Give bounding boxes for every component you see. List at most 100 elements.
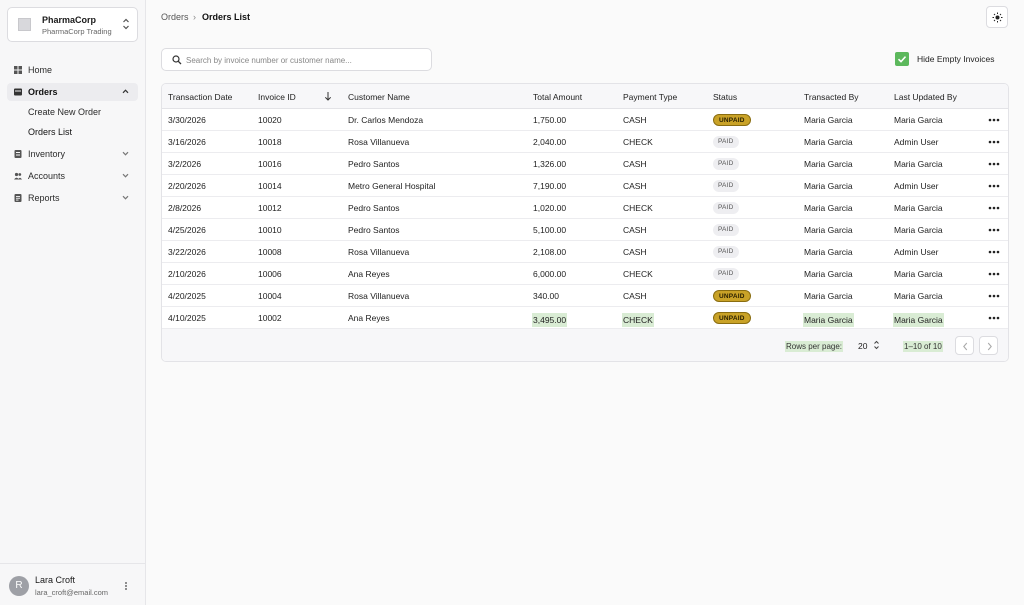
more-horizontal-icon[interactable] [988, 294, 1000, 298]
cell-invoice-id: 10006 [258, 269, 282, 279]
cell-payment-type: CHECK [622, 313, 654, 327]
sidebar-subitem-orders-list[interactable]: Orders List [28, 127, 73, 137]
prev-page-button[interactable] [955, 336, 974, 355]
cell-transacted-by: Maria Garcia [803, 313, 854, 327]
cell-transaction-date: 3/2/2026 [168, 159, 202, 169]
cell-transaction-date: 3/16/2026 [168, 137, 206, 147]
org-switcher[interactable]: PharmaCorp PharmaCorp Trading [7, 7, 138, 42]
cell-total-amount: 3,495.00 [532, 313, 568, 327]
cell-last-updated-by: Admin User [894, 137, 939, 147]
column-header-customer-name[interactable]: Customer Name [348, 92, 410, 102]
status-badge: UNPAID [713, 290, 751, 302]
sidebar-subitem-create-new-order[interactable]: Create New Order [28, 107, 102, 117]
pagination-range: 1–10 of 10 [903, 341, 943, 352]
cell-total-amount: 1,020.00 [533, 203, 567, 213]
breadcrumb-orders[interactable]: Orders [161, 12, 189, 22]
cell-last-updated-by: Maria Garcia [894, 203, 943, 213]
cell-payment-type: CASH [623, 115, 647, 125]
rows-per-page-label: Rows per page: [785, 341, 844, 352]
more-horizontal-icon[interactable] [988, 250, 1000, 254]
cell-total-amount: 5,100.00 [533, 225, 567, 235]
arrow-down-icon[interactable] [324, 91, 332, 101]
cell-invoice-id: 10010 [258, 225, 282, 235]
status-badge: PAID [713, 268, 739, 280]
cell-payment-type: CASH [623, 159, 647, 169]
sidebar-item-reports[interactable]: Reports [7, 189, 138, 207]
search-icon [172, 55, 182, 65]
more-horizontal-icon[interactable] [988, 206, 1000, 210]
sidebar-item-inventory[interactable]: Inventory [7, 145, 138, 163]
column-header-total-amount[interactable]: Total Amount [533, 92, 583, 102]
column-header-status[interactable]: Status [713, 92, 738, 102]
status-badge: UNPAID [713, 312, 751, 324]
search-box[interactable] [161, 48, 432, 71]
table-row[interactable]: 2/20/2026 10014 Metro General Hospital 7,19… [162, 175, 1008, 197]
sidebar-item-orders[interactable]: Orders [7, 83, 138, 101]
chevron-down-icon [122, 151, 129, 156]
hide-empty-checkbox[interactable] [895, 52, 909, 66]
table-row[interactable]: 2/10/2026 10006 Ana Reyes 6,000.00 CHECK PAID… [162, 263, 1008, 285]
table-row[interactable]: 3/22/2026 10008 Rosa Villanueva 2,108.00 CAS… [162, 241, 1008, 263]
more-horizontal-icon[interactable] [988, 228, 1000, 232]
table-row[interactable]: 4/25/2026 10010 Pedro Santos 5,100.00 CASH PA… [162, 219, 1008, 241]
rows-per-page-select[interactable]: 20 [858, 341, 868, 351]
table-row[interactable]: 3/30/2026 10020 Dr. Carlos Mendoza 1,750.00… [162, 109, 1008, 131]
cell-total-amount: 2,040.00 [533, 137, 567, 147]
status-badge: PAID [713, 246, 739, 258]
cell-customer-name: Ana Reyes [348, 313, 390, 323]
cell-payment-type: CHECK [623, 137, 653, 147]
table-row[interactable]: 4/10/2025 10002 Ana Reyes 3,495.00 CHECK UNPA… [162, 307, 1008, 329]
more-vertical-icon[interactable] [123, 580, 129, 592]
column-header-invoice-id[interactable]: Invoice ID [258, 92, 296, 102]
cell-transacted-by: Maria Garcia [804, 181, 853, 191]
more-horizontal-icon[interactable] [988, 184, 1000, 188]
table-row[interactable]: 4/20/2025 10004 Rosa Villanueva 340.00 CASH U… [162, 285, 1008, 307]
cell-invoice-id: 10004 [258, 291, 282, 301]
cell-transacted-by: Maria Garcia [804, 159, 853, 169]
column-header-transaction-date[interactable]: Transaction Date [168, 92, 233, 102]
cell-invoice-id: 10016 [258, 159, 282, 169]
user-profile[interactable]: R Lara Croft lara_croft@email.com [0, 563, 146, 605]
more-horizontal-icon[interactable] [988, 162, 1000, 166]
chevron-down-icon [122, 195, 129, 200]
cell-payment-type: CASH [623, 247, 647, 257]
theme-toggle-button[interactable] [986, 6, 1008, 28]
cell-last-updated-by: Admin User [894, 247, 939, 257]
status-badge: UNPAID [713, 114, 751, 126]
more-horizontal-icon[interactable] [988, 118, 1000, 122]
sidebar-item-label: Orders [28, 87, 58, 97]
sidebar-item-label: Accounts [28, 171, 66, 181]
column-header-last-updated-by[interactable]: Last Updated By [894, 92, 957, 102]
cell-transaction-date: 4/20/2025 [168, 291, 206, 301]
reports-icon [14, 194, 22, 202]
status-badge: PAID [713, 202, 739, 214]
cell-payment-type: CASH [623, 291, 647, 301]
cell-last-updated-by: Maria Garcia [893, 313, 944, 327]
chevron-down-icon [122, 173, 129, 178]
sidebar-item-accounts[interactable]: Accounts [7, 167, 138, 185]
cell-transaction-date: 3/22/2026 [168, 247, 206, 257]
more-horizontal-icon[interactable] [988, 140, 1000, 144]
more-horizontal-icon[interactable] [988, 272, 1000, 276]
status-badge: PAID [713, 158, 739, 170]
chevron-updown-icon[interactable] [873, 339, 880, 351]
cell-customer-name: Pedro Santos [348, 159, 400, 169]
cell-payment-type: CHECK [623, 203, 653, 213]
column-header-transacted-by[interactable]: Transacted By [804, 92, 859, 102]
next-page-button[interactable] [979, 336, 998, 355]
cell-total-amount: 7,190.00 [533, 181, 567, 191]
inventory-icon [14, 150, 22, 158]
more-horizontal-icon[interactable] [988, 316, 1000, 320]
breadcrumb-separator: › [193, 12, 196, 22]
chevron-right-icon [987, 342, 992, 351]
org-logo-icon [18, 18, 31, 31]
cell-customer-name: Dr. Carlos Mendoza [348, 115, 424, 125]
sidebar-item-label: Home [28, 65, 53, 75]
cell-last-updated-by: Maria Garcia [894, 291, 943, 301]
table-row[interactable]: 2/8/2026 10012 Pedro Santos 1,020.00 CHECK PA… [162, 197, 1008, 219]
column-header-payment-type[interactable]: Payment Type [623, 92, 678, 102]
search-input[interactable] [186, 53, 426, 67]
sidebar-item-home[interactable]: Home [7, 61, 138, 79]
table-row[interactable]: 3/16/2026 10018 Rosa Villanueva 2,040.00 CHE… [162, 131, 1008, 153]
table-row[interactable]: 3/2/2026 10016 Pedro Santos 1,326.00 CASH PAI… [162, 153, 1008, 175]
